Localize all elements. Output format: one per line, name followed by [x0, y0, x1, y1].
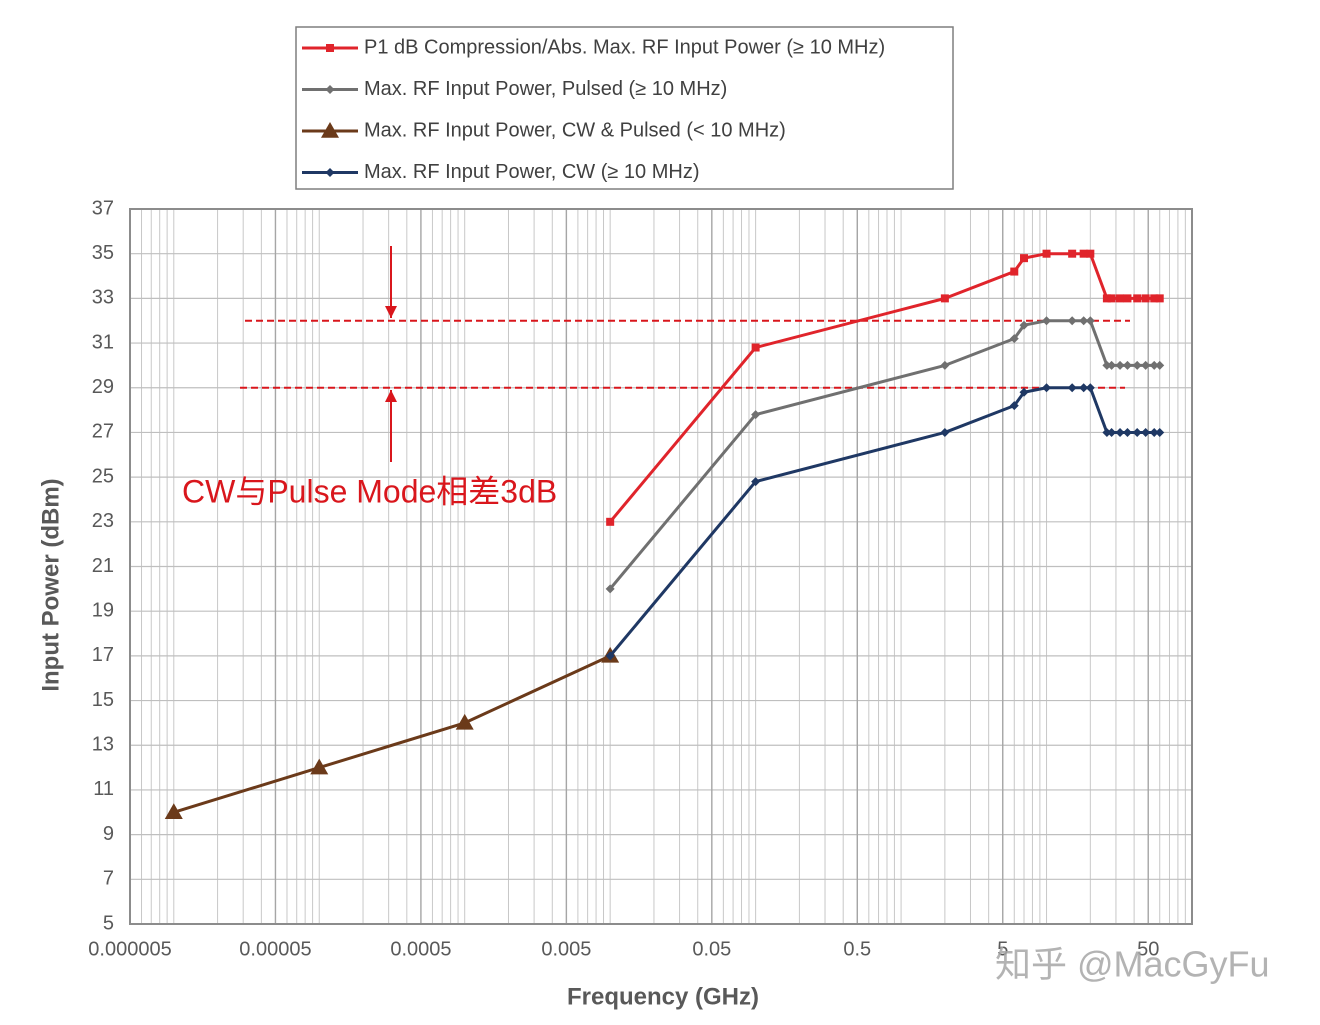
y-tick-label: 25	[92, 465, 114, 487]
marker	[1086, 249, 1095, 258]
x-tick-label: 0.05	[692, 938, 731, 960]
series-line	[173, 654, 611, 814]
marker	[1155, 294, 1164, 303]
marker	[940, 294, 949, 303]
marker	[1133, 294, 1142, 303]
y-tick-label: 29	[92, 376, 114, 398]
y-tick-label: 7	[103, 868, 114, 890]
marker	[1149, 427, 1159, 437]
x-tick-label: 0.5	[843, 938, 871, 960]
marker	[606, 517, 615, 526]
y-tick-label: 37	[92, 197, 114, 219]
x-tick-label: 0.000005	[88, 938, 171, 960]
marker	[1150, 294, 1159, 303]
marker	[1141, 294, 1150, 303]
marker	[1107, 427, 1117, 437]
y-tick-label: 11	[93, 778, 114, 800]
marker	[310, 758, 329, 775]
annotation: CW与Pulse Mode相差3dB	[182, 473, 557, 509]
marker	[1107, 360, 1117, 370]
marker	[1116, 294, 1125, 303]
marker	[1009, 334, 1019, 344]
marker	[1079, 383, 1089, 393]
x-tick-label: 0.00005	[239, 938, 311, 960]
x-tick-label: 0.005	[541, 938, 591, 960]
marker	[1102, 427, 1112, 437]
y-axis-title: Input Power (dBm)	[37, 478, 64, 691]
marker	[1042, 316, 1052, 326]
marker	[1020, 254, 1029, 263]
marker	[1102, 360, 1112, 370]
marker	[1079, 316, 1089, 326]
y-tick-label: 17	[92, 644, 114, 666]
marker	[1079, 249, 1088, 258]
marker	[751, 343, 760, 352]
y-tick-label: 5	[103, 912, 114, 934]
marker	[1042, 249, 1051, 258]
marker	[1122, 427, 1132, 437]
y-tick-label: 13	[92, 734, 114, 756]
marker	[1141, 427, 1151, 437]
y-tick-label: 19	[92, 599, 114, 621]
y-tick-label: 27	[92, 421, 114, 443]
marker	[940, 360, 950, 370]
x-axis-title: Frequency (GHz)	[567, 983, 759, 1010]
marker	[1067, 316, 1077, 326]
legend-marker	[326, 44, 334, 52]
x-tick-label: 5	[997, 938, 1008, 960]
marker	[1155, 360, 1165, 370]
marker	[1155, 427, 1165, 437]
y-tick-label: 35	[92, 242, 114, 264]
legend-label: P1 dB Compression/Abs. Max. RF Input Pow…	[364, 36, 885, 58]
marker	[605, 651, 615, 661]
marker	[1115, 427, 1125, 437]
marker	[1149, 360, 1159, 370]
plot-frame	[129, 208, 1193, 925]
watermark: 知乎 @MacGyFu	[995, 944, 1270, 985]
marker	[1141, 360, 1151, 370]
marker	[605, 584, 615, 594]
marker	[1010, 267, 1019, 276]
arrow-head	[385, 306, 397, 318]
y-tick-label: 21	[92, 555, 114, 577]
y-tick-label: 23	[92, 510, 114, 532]
legend-marker	[325, 168, 335, 177]
legend-label: Max. RF Input Power, CW (≥ 10 MHz)	[364, 161, 700, 183]
marker	[455, 713, 474, 730]
x-tick-label: 0.0005	[390, 938, 451, 960]
legend-marker	[325, 85, 335, 94]
y-tick-label: 9	[103, 823, 114, 845]
marker	[751, 410, 761, 420]
marker	[164, 803, 183, 820]
marker	[1115, 360, 1125, 370]
y-tick-label: 31	[92, 331, 114, 353]
x-tick-label: 50	[1137, 938, 1159, 960]
marker	[1102, 294, 1111, 303]
marker	[1132, 360, 1142, 370]
marker	[1132, 427, 1142, 437]
marker	[1009, 401, 1019, 411]
marker	[1042, 383, 1052, 393]
marker	[1019, 320, 1029, 330]
marker	[1085, 383, 1095, 393]
marker	[1122, 360, 1132, 370]
legend-label: Max. RF Input Power, Pulsed (≥ 10 MHz)	[364, 78, 727, 100]
marker	[1085, 316, 1095, 326]
legend-marker	[321, 122, 339, 138]
marker	[751, 477, 761, 487]
series-line	[609, 319, 1160, 590]
marker	[1107, 294, 1116, 303]
marker	[1019, 387, 1029, 397]
arrow-head	[385, 390, 397, 402]
legend-box	[295, 26, 954, 190]
marker	[1067, 383, 1077, 393]
marker	[1123, 294, 1132, 303]
marker	[1068, 249, 1077, 258]
y-tick-label: 33	[92, 287, 114, 309]
y-tick-label: 15	[92, 689, 114, 711]
legend-label: Max. RF Input Power, CW & Pulsed (< 10 M…	[364, 119, 786, 141]
marker	[940, 427, 950, 437]
